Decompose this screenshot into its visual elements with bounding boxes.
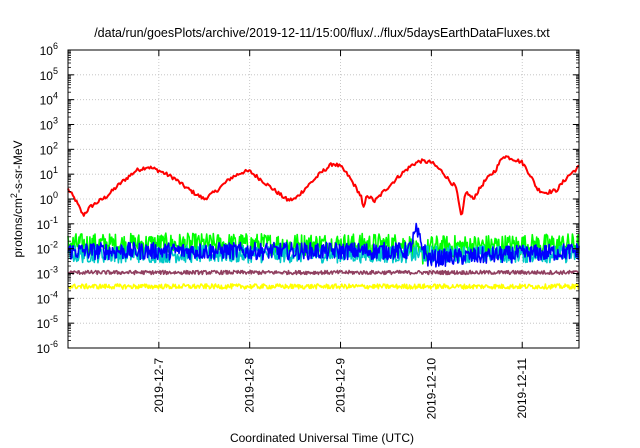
y-tick-label-exponent: 1 <box>53 165 58 175</box>
x-tick-label: 2019-12-10 <box>424 358 438 420</box>
y-tick-label-exponent: -1 <box>50 215 58 225</box>
y-tick-label-exponent: -3 <box>50 265 58 275</box>
chart-title: /data/run/goesPlots/archive/2019-12-11/1… <box>94 26 550 40</box>
y-tick-label: 10-5 <box>37 314 58 331</box>
y-axis-label-unit: -s-sr-MeV <box>11 140 25 193</box>
y-tick-label-base: 10 <box>40 193 54 207</box>
y-tick-label-exponent: 2 <box>53 140 58 150</box>
y-tick-label-exponent: 5 <box>53 66 58 76</box>
y-tick-label-exponent: -6 <box>50 339 58 349</box>
series-line <box>67 222 580 268</box>
y-axis-label-text: protons/cm <box>11 198 25 257</box>
series-group <box>67 155 580 290</box>
y-tick-label-base: 10 <box>37 218 51 232</box>
x-tick-label: 2019-12-9 <box>334 358 348 413</box>
y-tick-label: 105 <box>40 66 58 83</box>
series-line <box>67 283 580 290</box>
y-tick-label: 10-1 <box>37 215 58 232</box>
y-tick-label-base: 10 <box>40 168 54 182</box>
y-tick-label-base: 10 <box>40 69 54 83</box>
y-tick-label: 10-6 <box>37 339 58 356</box>
y-tick-label-exponent: -2 <box>50 240 58 250</box>
y-tick-label-base: 10 <box>37 342 51 356</box>
y-tick-label-base: 10 <box>37 292 51 306</box>
y-tick-label-base: 10 <box>37 317 51 331</box>
grid-lines <box>68 50 579 348</box>
y-tick-label-base: 10 <box>40 94 54 108</box>
y-tick-label: 106 <box>40 41 58 58</box>
y-tick-label: 104 <box>40 91 58 108</box>
y-tick-label-exponent: -5 <box>50 314 58 324</box>
y-tick-label: 10-3 <box>37 265 58 282</box>
y-tick-label-base: 10 <box>37 268 51 282</box>
y-tick-label-exponent: 4 <box>53 91 58 101</box>
y-axis-label: protons/cm2-s-sr-MeV <box>9 140 25 257</box>
y-tick-label: 102 <box>40 140 58 157</box>
y-tick-label: 10-4 <box>37 289 58 306</box>
y-tick-label-base: 10 <box>40 119 54 133</box>
y-tick-label-exponent: 0 <box>53 190 58 200</box>
y-tick-label: 101 <box>40 165 58 182</box>
x-tick-label: 2019-12-7 <box>152 358 166 413</box>
y-tick-label-base: 10 <box>40 44 54 58</box>
y-tick-label: 103 <box>40 116 58 133</box>
y-tick-label-exponent: 6 <box>53 41 58 51</box>
y-tick-label-base: 10 <box>40 143 54 157</box>
y-tick-label-exponent: -4 <box>50 289 58 299</box>
y-axis-label-exponent: 2 <box>9 193 19 198</box>
x-tick-label: 2019-12-11 <box>515 358 529 419</box>
y-tick-label-exponent: 3 <box>53 116 58 126</box>
series-line <box>67 269 580 276</box>
y-tick-label-base: 10 <box>37 243 51 257</box>
series-line <box>67 155 580 217</box>
x-axis-label: Coordinated Universal Time (UTC) <box>230 431 414 445</box>
y-axis: 10-610-510-410-310-210-11001011021031041… <box>37 41 579 356</box>
y-tick-label: 10-2 <box>37 240 58 257</box>
x-tick-label: 2019-12-8 <box>243 358 257 413</box>
y-tick-label: 100 <box>40 190 58 207</box>
x-axis: 2019-12-7 2019-12-8 2019-12-9 2019-12-10 201… <box>152 50 529 419</box>
